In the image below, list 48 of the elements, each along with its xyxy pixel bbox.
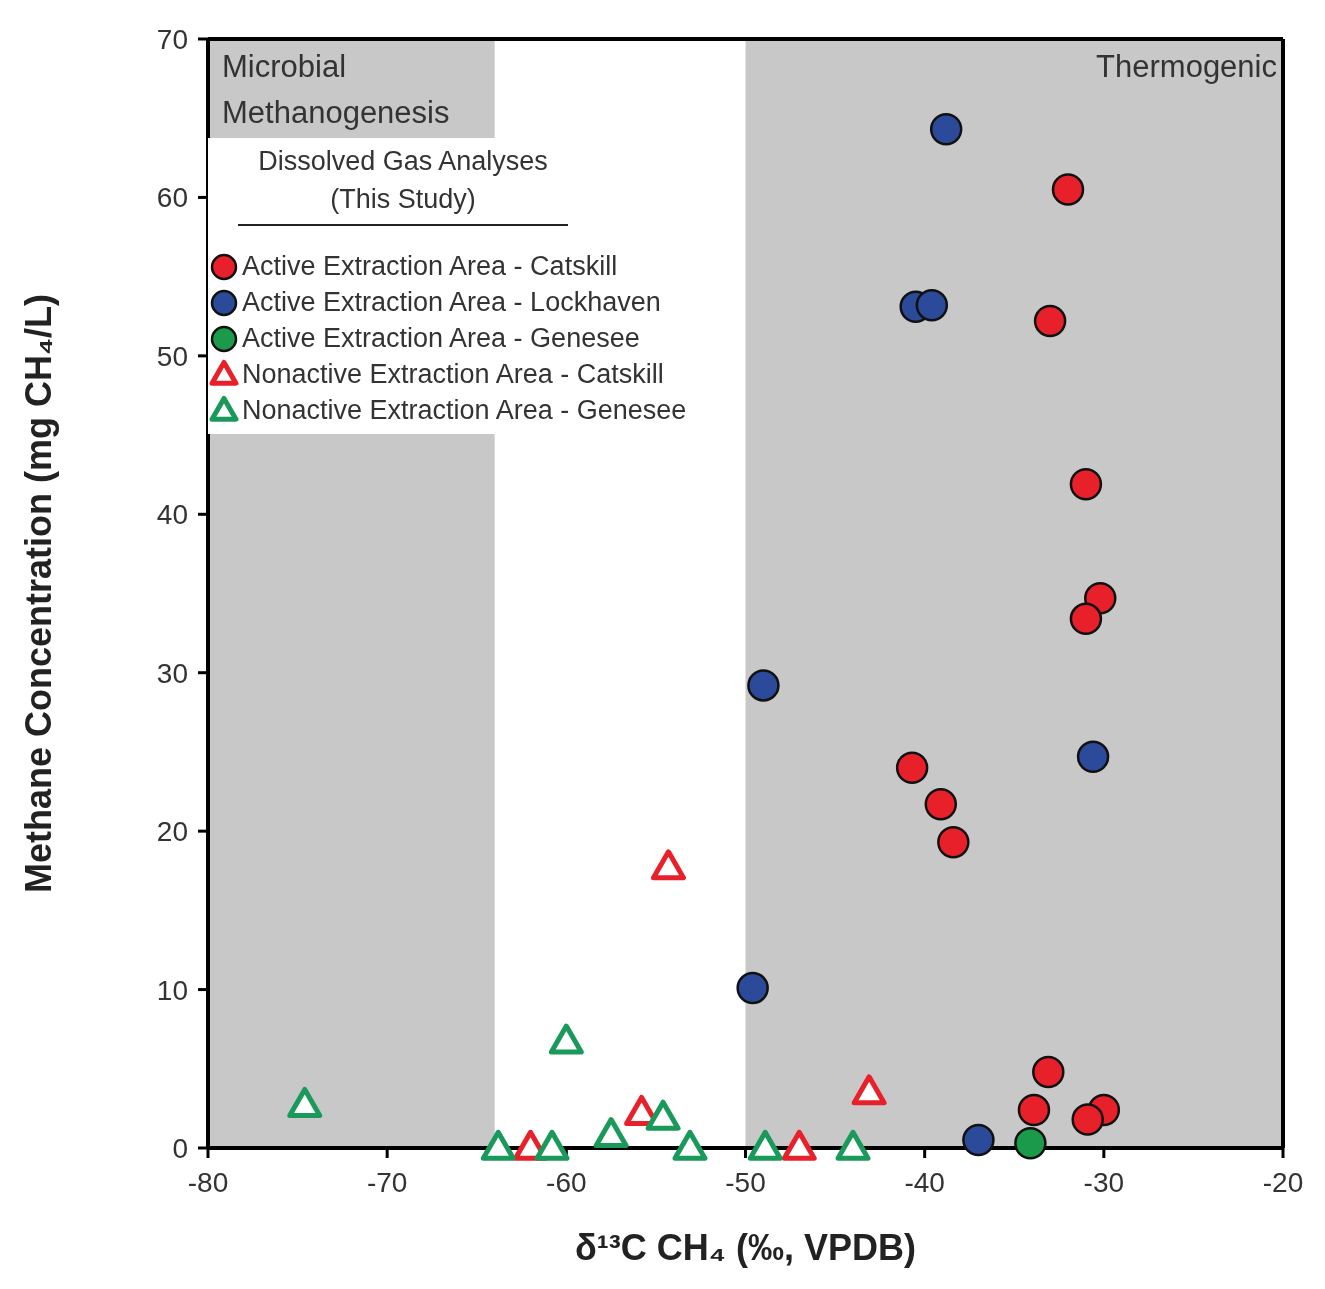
- point: [645, 1099, 681, 1131]
- point: [835, 1129, 871, 1161]
- y-tick-label: 0: [172, 1132, 188, 1164]
- point: [781, 1129, 817, 1161]
- legend-title: Dissolved Gas Analyses (This Study): [238, 142, 568, 226]
- point: [915, 288, 949, 322]
- x-tick-label: -40: [904, 1166, 945, 1198]
- legend-label: Active Extraction Area - Catskill: [242, 250, 618, 282]
- x-tick-label: -60: [546, 1166, 587, 1198]
- x-tick-label: -30: [1083, 1166, 1125, 1198]
- x-tick-label: -50: [725, 1166, 766, 1198]
- y-tick-label: 10: [156, 974, 188, 1006]
- x-tick-label: -70: [366, 1166, 408, 1198]
- y-tick-label: 60: [156, 182, 188, 214]
- point: [1076, 740, 1110, 773]
- point: [851, 1074, 887, 1106]
- y-axis-title: Methane Concentration (mg CH₄/L): [17, 293, 59, 894]
- point: [1033, 304, 1067, 338]
- point: [593, 1117, 629, 1149]
- y-tick-label: 50: [156, 340, 188, 372]
- y-tick-label: 20: [156, 816, 188, 848]
- x-tick-label: -20: [1262, 1166, 1304, 1198]
- point: [534, 1129, 570, 1161]
- y-tick-label: 70: [156, 23, 188, 55]
- point: [480, 1129, 516, 1161]
- legend-label: Nonactive Extraction Area - Catskill: [242, 358, 664, 390]
- x-tick-label: -80: [187, 1166, 229, 1198]
- point: [651, 849, 686, 881]
- point: [672, 1129, 708, 1161]
- legend-label: Active Extraction Area - Genesee: [242, 322, 640, 354]
- legend-label: Active Extraction Area - Lockhaven: [242, 286, 661, 318]
- y-tick-label: 30: [156, 657, 188, 689]
- x-axis-title: δ¹³C CH₄ (‰, VPDB): [575, 1227, 916, 1268]
- point: [287, 1086, 323, 1118]
- band-label: Thermogenic: [1096, 49, 1277, 84]
- legend-label: Nonactive Extraction Area - Genesee: [242, 394, 687, 426]
- point: [1069, 467, 1103, 501]
- point: [895, 751, 929, 785]
- point: [929, 113, 963, 146]
- point: [747, 669, 780, 702]
- point: [1051, 173, 1085, 206]
- point: [548, 1023, 584, 1055]
- point: [1069, 602, 1103, 636]
- point: [924, 787, 958, 821]
- y-tick-label: 40: [156, 499, 188, 531]
- band-label: Microbial Methanogenesis: [222, 49, 450, 130]
- point: [747, 1129, 783, 1161]
- point: [937, 825, 970, 859]
